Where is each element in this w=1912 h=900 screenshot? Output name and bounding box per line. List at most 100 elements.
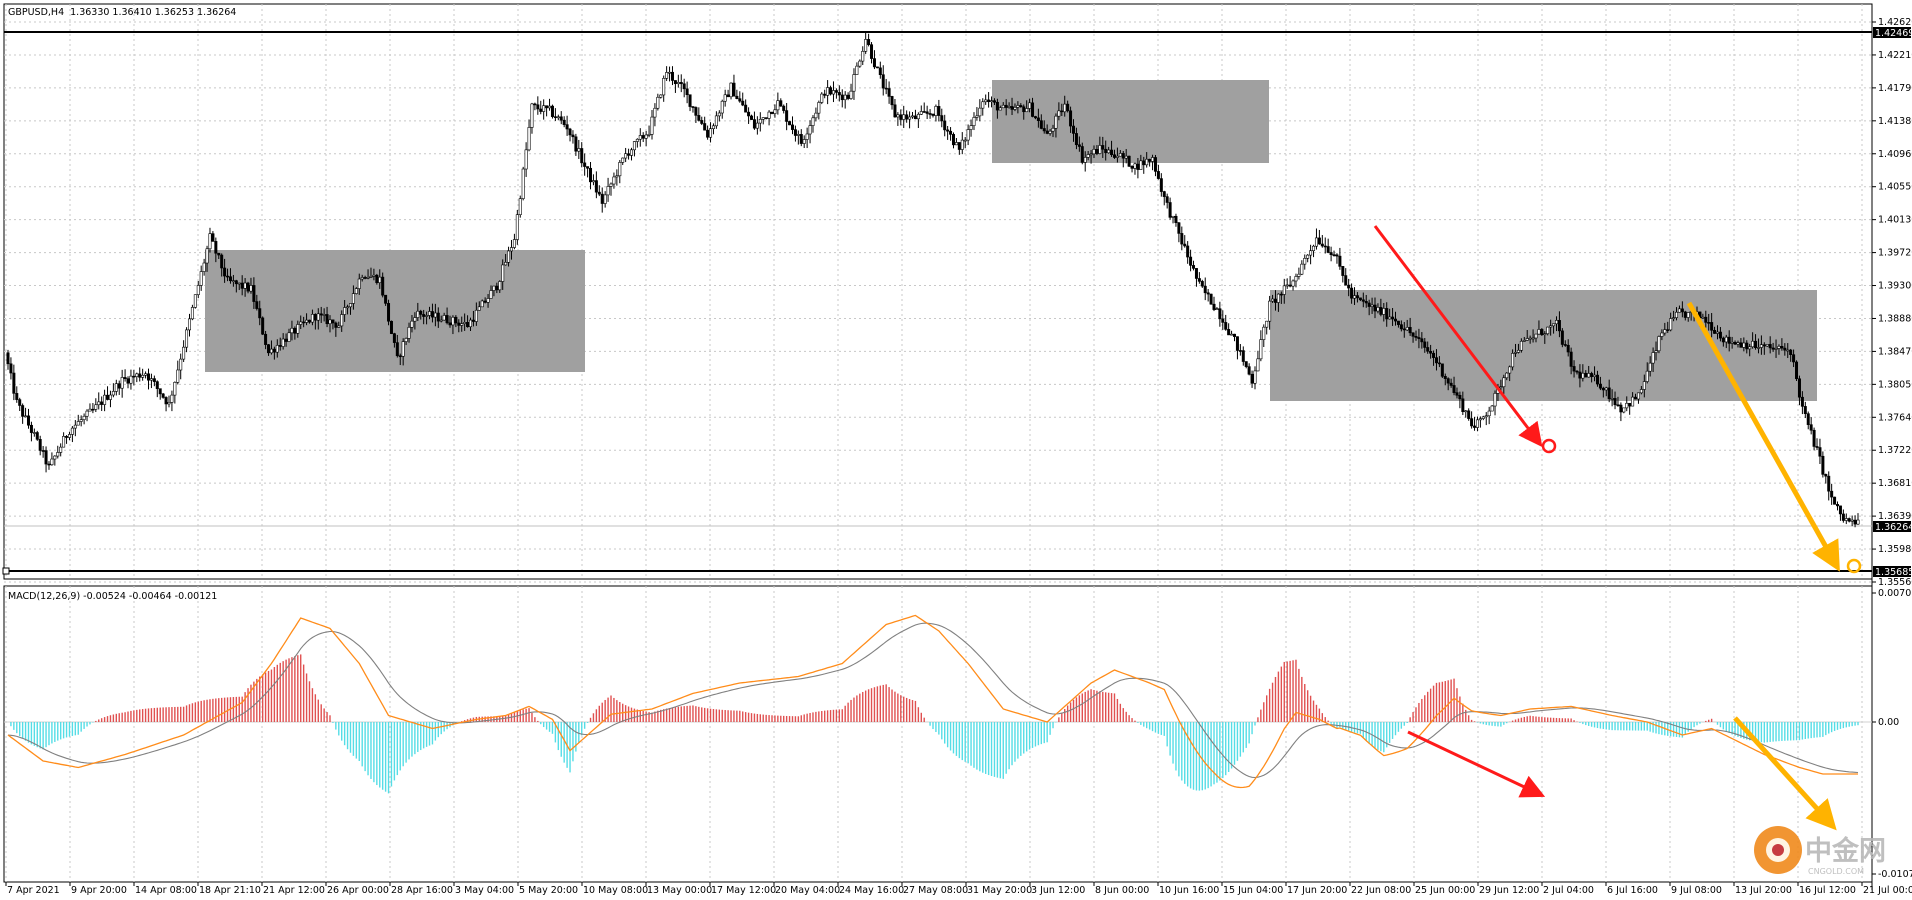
candle-body — [1610, 398, 1614, 400]
candle-body — [1683, 311, 1687, 318]
grid — [4, 4, 1872, 882]
price-tick-label: 1.36810 — [1878, 478, 1912, 489]
macd-tick-label: 0.00701 — [1878, 588, 1912, 599]
price-tick-label: 1.38880 — [1878, 313, 1912, 324]
candle-body — [1666, 329, 1670, 331]
candle-body — [448, 322, 452, 326]
candle-body — [568, 128, 572, 136]
cngold-watermark: 中金网 CNGOLD.COM — [1754, 826, 1886, 876]
time-tick-label: 17 Jun 20:00 — [1287, 885, 1347, 896]
candle-body — [1089, 153, 1093, 156]
consolidation-zone-june — [992, 80, 1269, 163]
candle-body — [1399, 324, 1403, 330]
candle-body — [1522, 340, 1526, 342]
candle-body — [1288, 284, 1292, 287]
candle-body — [1771, 347, 1775, 350]
candle-body — [1701, 316, 1705, 319]
candle-body — [928, 113, 932, 115]
candle-body — [1748, 346, 1752, 350]
candle-body — [1707, 322, 1711, 324]
candle-body — [483, 300, 487, 303]
candle-body — [533, 103, 537, 106]
candle-body — [240, 282, 244, 289]
candle-body — [299, 321, 303, 325]
candle-body — [1212, 303, 1216, 310]
candle-body — [486, 298, 490, 303]
time-tick-label: 26 Apr 00:00 — [327, 885, 389, 896]
arrow-red-macd[interactable] — [1407, 730, 1546, 798]
candle-body — [103, 394, 107, 405]
candle-body — [41, 450, 45, 452]
candle-body — [6, 352, 10, 365]
candle-body — [243, 282, 247, 289]
candle-body — [1718, 331, 1722, 339]
candle-body — [612, 176, 616, 185]
candle-body — [729, 82, 733, 98]
candle-body — [744, 104, 748, 113]
candle-body — [1244, 361, 1248, 367]
time-tick-label: 10 Jun 16:00 — [1159, 885, 1219, 896]
candle-body — [826, 87, 830, 96]
candle-body — [369, 276, 373, 278]
candle-body — [1253, 370, 1257, 384]
price-tick-label: 1.42210 — [1878, 50, 1912, 61]
candle-body — [1669, 318, 1673, 331]
time-tick-label: 18 Apr 21:10 — [199, 885, 261, 896]
candle-body — [597, 191, 601, 195]
candle-body — [1007, 106, 1011, 108]
candle-body — [1291, 280, 1295, 287]
candle-body — [1516, 349, 1520, 353]
candle-body — [132, 375, 136, 378]
candle-body — [1803, 406, 1807, 415]
price-tick-label: 1.40550 — [1878, 182, 1912, 193]
candle-body — [943, 120, 947, 131]
candle-body — [144, 373, 148, 376]
candle-body — [1230, 333, 1234, 336]
candle-body — [404, 338, 408, 342]
candle-body — [1789, 349, 1793, 355]
candle-body — [363, 277, 367, 279]
candle-body — [1730, 341, 1734, 344]
candle-body — [264, 333, 268, 345]
arrow-red-main[interactable] — [1373, 225, 1543, 448]
circle-marker-red[interactable] — [1541, 438, 1557, 454]
arrow-orange-main[interactable] — [1686, 301, 1840, 572]
candle-body — [322, 314, 326, 316]
candle-body — [413, 317, 417, 322]
support-line-handle[interactable] — [2, 567, 10, 575]
candle-body — [629, 149, 633, 156]
candle-body — [1206, 292, 1210, 295]
price-axis[interactable]: 1.42620 1.42210 1.41790 1.41380 1.40960 1.405… — [1872, 17, 1912, 588]
candle-body — [1631, 396, 1635, 407]
time-axis[interactable]: 7 Apr 2021 9 Apr 20:00 14 Apr 08:00 18 Apr … — [5, 882, 1912, 896]
arrow-orange-macd[interactable] — [1733, 716, 1837, 831]
candle-body — [1546, 326, 1550, 335]
candle-body — [331, 319, 335, 324]
candle-body — [1812, 429, 1816, 447]
candle-body — [389, 320, 393, 334]
macd-axis[interactable]: 0.00701 0.00 -0.0107 — [1872, 588, 1912, 880]
candle-body — [1379, 307, 1383, 315]
candle-body — [85, 410, 89, 417]
candle-body — [1417, 337, 1421, 340]
candle-body — [1306, 254, 1310, 259]
candle-body — [773, 109, 777, 114]
candle-body — [1285, 284, 1289, 287]
candle-body — [451, 316, 455, 326]
candle-body — [1710, 322, 1714, 331]
candle-body — [466, 322, 470, 328]
candle-body — [354, 288, 358, 294]
candle-body — [978, 107, 982, 117]
candle-body — [1227, 329, 1231, 336]
candle-body — [1265, 320, 1269, 328]
circle-marker-orange[interactable] — [1846, 558, 1862, 574]
candle-body — [1300, 263, 1304, 275]
candle-body — [808, 125, 812, 135]
candle-body — [893, 104, 897, 118]
candle-body — [1502, 377, 1506, 388]
macd-tick-label: 0.00 — [1878, 717, 1899, 728]
time-tick-label: 17 May 12:00 — [711, 885, 776, 896]
candle-body — [548, 105, 552, 109]
candle-body — [1361, 299, 1365, 302]
